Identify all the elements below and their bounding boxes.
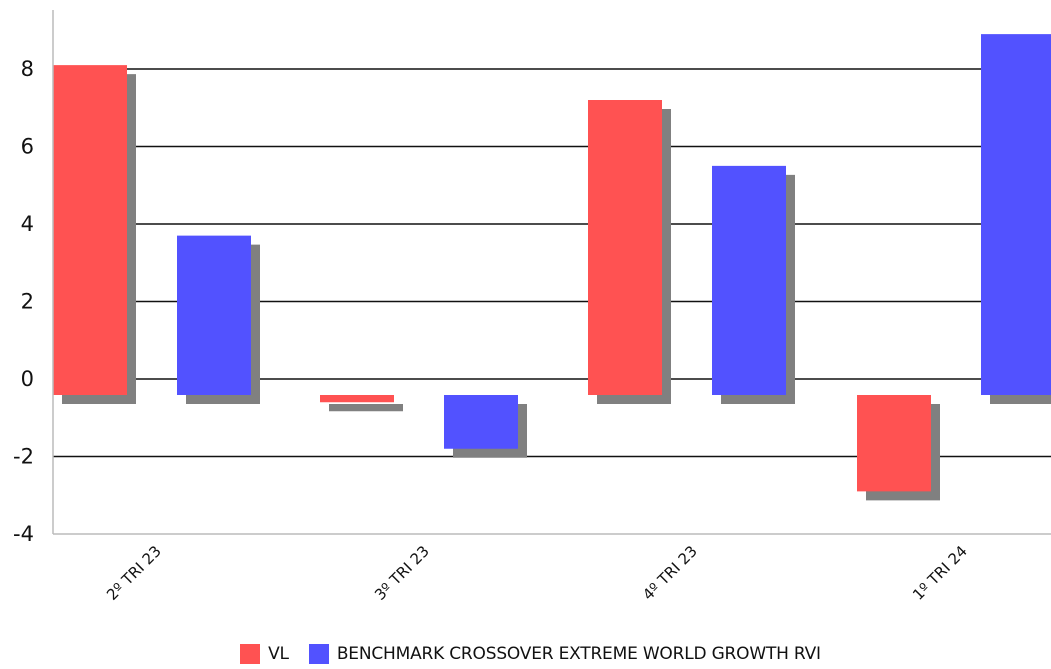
legend-swatch-benchmark [309,644,329,664]
bar-shadow [329,404,403,411]
bar-benchmark-3 [981,34,1051,395]
bar-vl-0 [53,65,127,395]
legend: VL BENCHMARK CROSSOVER EXTREME WORLD GRO… [0,640,1051,668]
y-tick-label: 2 [21,290,34,314]
bar-vl-1 [320,395,394,402]
bars [53,34,1051,491]
bar-benchmark-1 [444,395,518,449]
x-axis-labels: 2º TRI 23 3º TRI 23 4º TRI 23 1º TRI 24 [103,542,971,604]
bar-chart: -4 -2 0 2 4 6 8 2º TRI 23 3º TRI 23 4º TRI 23 1º … [0,0,1051,640]
x-tick-label: 4º TRI 23 [639,542,701,604]
legend-label-benchmark: BENCHMARK CROSSOVER EXTREME WORLD GROWTH… [337,644,821,664]
x-tick-label: 1º TRI 24 [909,542,971,604]
x-tick-label: 2º TRI 23 [103,542,165,604]
legend-swatch-vl [240,644,260,664]
bar-vl-3 [857,395,931,491]
x-tick-label: 3º TRI 23 [371,542,433,604]
y-axis-ticks: -4 -2 0 2 4 6 8 [13,57,34,546]
legend-item-vl: VL [230,644,289,664]
bar-benchmark-0 [177,236,251,395]
y-tick-label: -4 [13,522,34,546]
y-tick-label: 4 [21,212,34,236]
bar-benchmark-2 [712,166,786,395]
y-tick-label: 0 [21,367,34,391]
y-tick-label: 6 [21,135,34,159]
y-tick-label: 8 [21,57,34,81]
legend-label-vl: VL [268,644,289,664]
y-tick-label: -2 [13,445,34,469]
legend-item-benchmark: BENCHMARK CROSSOVER EXTREME WORLD GROWTH… [299,644,821,664]
bar-vl-2 [588,100,662,395]
